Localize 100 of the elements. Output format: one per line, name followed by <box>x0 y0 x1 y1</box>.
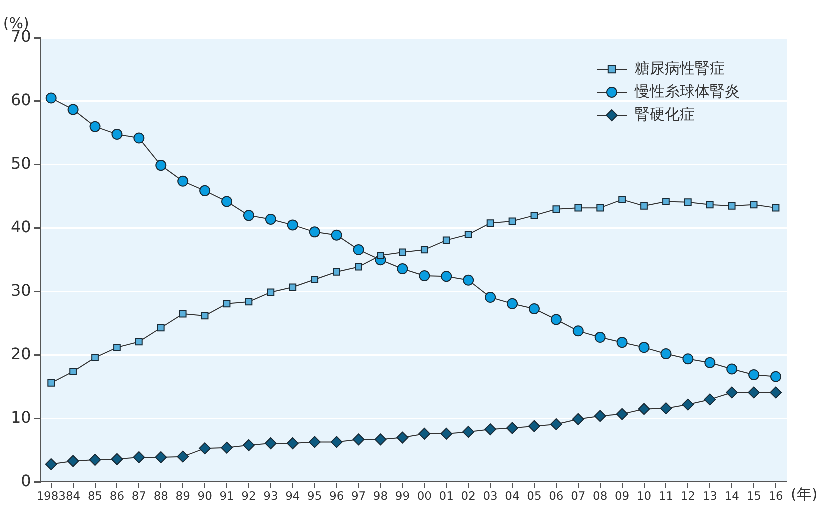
point <box>111 453 124 466</box>
x-axis-title: (年) <box>791 486 818 504</box>
point <box>440 428 453 440</box>
x-tick-label: 10 <box>636 489 652 504</box>
x-tick-label: 16 <box>768 489 784 504</box>
point <box>330 436 343 448</box>
point <box>550 314 562 326</box>
point <box>309 226 320 238</box>
legend-label: 慢性糸球体腎炎 <box>634 82 740 100</box>
x-tick-label: 14 <box>724 489 740 504</box>
point <box>222 196 233 208</box>
point <box>660 348 672 360</box>
x-tick-label: 13 <box>702 489 718 504</box>
point <box>572 413 584 426</box>
point <box>331 230 342 241</box>
point <box>748 386 760 399</box>
point <box>420 246 428 254</box>
x-tick-label: 04 <box>505 489 520 504</box>
point <box>68 104 79 116</box>
point <box>552 206 560 214</box>
point <box>67 455 80 468</box>
point <box>377 252 384 260</box>
x-tick-label: 97 <box>351 489 366 504</box>
point <box>726 386 738 399</box>
point <box>287 220 298 231</box>
point <box>289 284 297 292</box>
point <box>772 204 780 212</box>
point <box>441 271 452 282</box>
x-tick-label: 00 <box>417 489 432 504</box>
point <box>682 354 694 365</box>
point <box>550 418 562 430</box>
point <box>352 434 365 446</box>
point <box>442 236 450 244</box>
point <box>155 451 168 464</box>
point <box>462 426 475 438</box>
point <box>177 450 190 463</box>
point <box>662 198 670 206</box>
point <box>46 92 57 104</box>
x-tick-label: 99 <box>395 489 410 504</box>
point <box>750 201 758 209</box>
x-tick-label: 90 <box>198 489 212 504</box>
point <box>179 310 187 318</box>
point <box>396 432 409 444</box>
point <box>682 398 694 411</box>
x-tick-label: 03 <box>483 489 498 504</box>
x-tick-label: 87 <box>132 489 146 504</box>
point <box>530 212 538 220</box>
x-tick-label: 02 <box>461 489 476 504</box>
point <box>594 410 606 422</box>
y-tick-label: 50 <box>11 154 32 174</box>
x-tick-label: 89 <box>176 489 190 504</box>
point <box>397 263 408 274</box>
point <box>156 160 167 172</box>
x-tick-label: 09 <box>614 489 630 504</box>
x-tick-label: 88 <box>154 489 168 504</box>
x-tick-label: 1983 <box>36 489 66 504</box>
point <box>506 422 518 434</box>
point <box>640 202 648 210</box>
point <box>704 357 716 368</box>
legend-label: 腎硬化症 <box>635 105 695 124</box>
point <box>596 204 604 212</box>
x-tick-label: 95 <box>308 489 322 504</box>
point <box>308 436 321 448</box>
point <box>264 437 277 450</box>
point <box>114 344 121 352</box>
point <box>242 439 255 452</box>
point <box>70 368 77 376</box>
point <box>221 442 234 454</box>
point <box>704 394 716 406</box>
point <box>507 298 518 310</box>
point <box>616 408 628 420</box>
point <box>770 371 782 382</box>
point <box>726 364 738 375</box>
x-tick-label: 92 <box>242 489 256 504</box>
x-tick-label: 93 <box>264 489 278 504</box>
point <box>245 298 253 306</box>
x-tick-label: 08 <box>593 489 608 504</box>
point <box>374 434 387 446</box>
point <box>486 220 494 227</box>
x-tick-label: 15 <box>746 489 762 504</box>
point <box>528 420 540 432</box>
point <box>201 312 209 320</box>
point <box>638 342 650 354</box>
point <box>353 244 364 256</box>
point <box>286 437 299 450</box>
point <box>484 424 497 436</box>
point <box>45 458 58 470</box>
y-tick-label: 30 <box>11 280 32 300</box>
point <box>333 268 340 276</box>
point <box>419 270 430 282</box>
point <box>223 300 231 308</box>
point <box>594 332 606 344</box>
x-tick-label: 84 <box>66 489 81 504</box>
point <box>660 402 672 415</box>
x-tick-label: 06 <box>549 489 564 504</box>
x-tick-label: 05 <box>527 489 542 504</box>
point <box>267 288 275 296</box>
y-tick-label: 10 <box>11 408 32 427</box>
point <box>178 176 189 187</box>
point <box>136 338 143 346</box>
